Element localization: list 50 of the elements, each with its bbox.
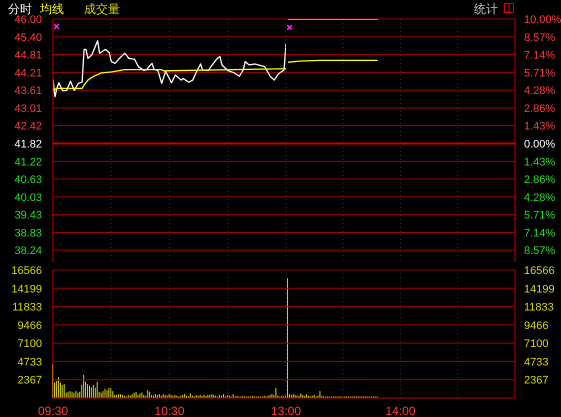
y-tick-label: 2367 — [18, 374, 42, 387]
text: 成交量 — [84, 1, 120, 18]
x-tick-label: 09:30 — [38, 404, 68, 417]
y-tick-label: 16566 — [11, 265, 42, 277]
text: 4.28% — [524, 85, 556, 98]
y-tick-label: 41.22 — [14, 156, 42, 168]
y-tick-label: 38.24 — [14, 245, 42, 258]
text: 7.14% — [524, 227, 556, 240]
text: 2.86% — [524, 102, 556, 115]
y-tick-label: 11833 — [12, 302, 42, 314]
x-tick-label: 10:30 — [154, 404, 185, 417]
y-tick-label: 4733 — [18, 356, 42, 368]
y-tick-label: 39.43 — [14, 210, 42, 222]
y-tick-label: 7100 — [18, 338, 42, 350]
y-tick-label: 45.40 — [14, 32, 42, 44]
y-tick-label: 44.21 — [14, 67, 42, 80]
text: 0.00% — [524, 138, 556, 150]
y-tick-label: 14199 — [524, 283, 555, 296]
text: 1.43% — [524, 156, 556, 168]
y-tick-label: 7100 — [524, 338, 548, 350]
text: 8.57% — [524, 245, 556, 258]
text: 分时 — [8, 1, 32, 16]
y-tick-label: 4733 — [524, 356, 548, 368]
y-tick-label: 2367 — [524, 374, 548, 387]
text: 7.14% — [524, 50, 556, 62]
y-tick-label: 9466 — [524, 320, 548, 332]
y-tick-label: 16566 — [524, 265, 555, 277]
y-tick-label: 14199 — [11, 283, 42, 296]
text: 均线 — [40, 1, 64, 16]
text: 5.71% — [524, 67, 556, 80]
y-tick-label: 38.83 — [14, 228, 42, 240]
text: 5.71% — [524, 210, 556, 222]
text: 4.28% — [524, 192, 556, 204]
y-tick-label: 46.00 — [14, 14, 42, 26]
y-tick-label: 43.01 — [14, 103, 42, 116]
y-tick-label: 41.82 — [14, 138, 42, 150]
x-tick-label: 14:00 — [385, 404, 416, 417]
y-tick-label: 40.03 — [14, 192, 42, 204]
text: 统计 — [474, 1, 498, 18]
text: 10.00% — [524, 14, 561, 26]
y-tick-label: 44.81 — [14, 49, 42, 62]
text: 2.86% — [524, 174, 556, 186]
x-tick-label: 13:00 — [270, 404, 302, 417]
y-tick-label: 40.63 — [14, 174, 42, 186]
text: 8.57% — [524, 32, 556, 44]
y-tick-label: 43.61 — [14, 85, 42, 98]
y-tick-label: 42.42 — [14, 120, 42, 133]
y-tick-label: 9466 — [18, 320, 42, 332]
y-tick-label: 11833 — [524, 302, 554, 314]
text: 1.43% — [524, 120, 556, 133]
